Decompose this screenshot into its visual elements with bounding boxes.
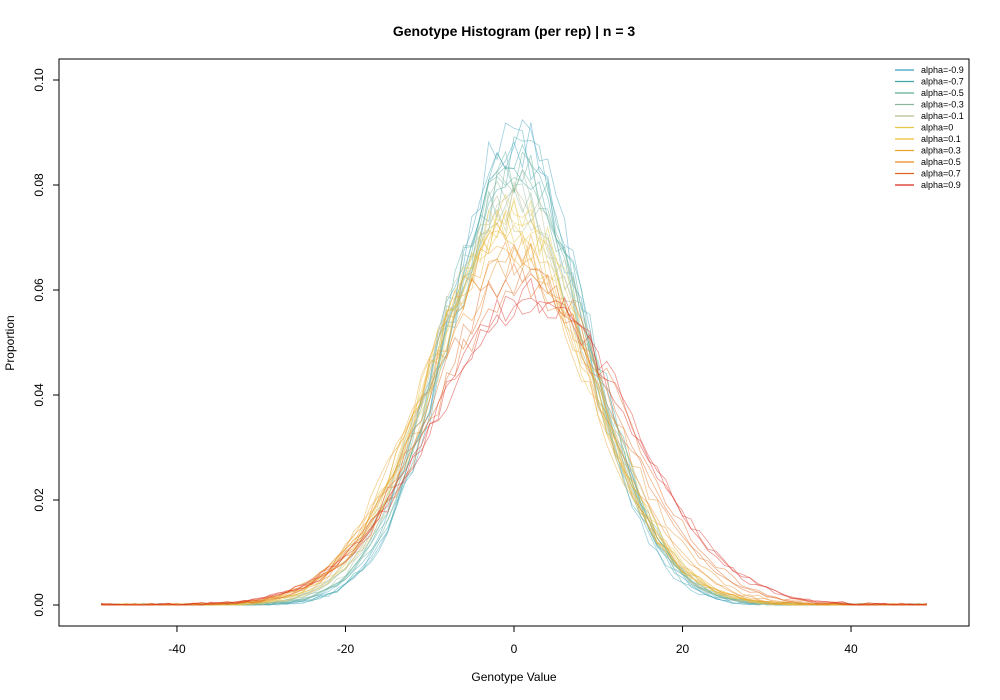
series-line [101,122,927,606]
legend-label: alpha=-0.5 [921,88,964,98]
x-axis: -40 -20 0 20 40 [168,626,858,656]
y-tick-label: 0.00 [32,593,46,617]
x-tick-label: -40 [168,642,186,656]
series-line [101,221,927,606]
legend-label: alpha=0.7 [921,169,961,179]
series-line [101,211,927,606]
legend-label: alpha=-0.3 [921,100,964,110]
series-line [101,122,927,606]
series-line [101,186,927,606]
y-tick-label: 0.02 [32,488,46,512]
legend-label: alpha=0.3 [921,146,961,156]
legend-label: alpha=0.5 [921,157,961,167]
series-line [101,210,927,606]
y-tick-label: 0.10 [32,68,46,92]
y-tick-label: 0.08 [32,173,46,197]
legend-label: alpha=0.1 [921,134,961,144]
x-tick-label: -20 [337,642,355,656]
series-line [101,169,927,606]
y-tick-label: 0.06 [32,278,46,302]
series-line [101,268,927,606]
x-tick-label: 40 [844,642,858,656]
series-line [101,208,927,606]
series-line [101,243,927,606]
y-axis-label: Proportion [3,315,17,370]
x-tick-label: 20 [676,642,690,656]
series-line [101,277,927,606]
y-axis: 0.00 0.02 0.04 0.06 0.08 0.10 [32,68,59,617]
plot-frame [58,58,970,627]
legend-label: alpha=0.9 [921,180,961,190]
legend-label: alpha=-0.1 [921,111,964,121]
series-line [101,242,927,606]
series-line [101,230,927,606]
series-line [101,151,927,606]
series-line [101,136,927,606]
legend-label: alpha=0 [921,123,953,133]
series-line [101,193,927,606]
plot-lines [101,118,927,606]
series-line [101,150,927,606]
x-tick-label: 0 [511,642,518,656]
series-line [101,154,927,606]
series-line [101,152,927,606]
legend-label: alpha=-0.9 [921,65,964,75]
legend-label: alpha=-0.7 [921,77,964,87]
series-line [101,267,927,606]
series-line [101,295,927,606]
series-line [101,296,927,606]
y-tick-label: 0.04 [32,383,46,407]
x-axis-label: Genotype Value [471,670,556,684]
chart-title: Genotype Histogram (per rep) | n = 3 [393,23,636,39]
